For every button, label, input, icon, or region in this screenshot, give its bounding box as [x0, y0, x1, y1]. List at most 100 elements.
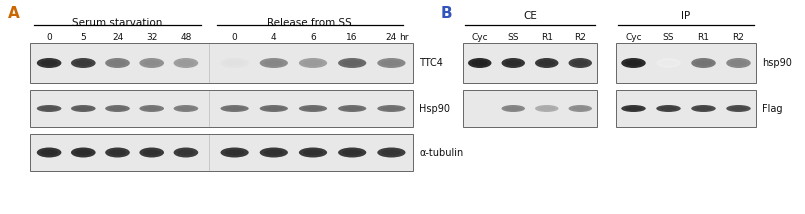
Ellipse shape: [37, 58, 61, 68]
Ellipse shape: [382, 106, 401, 111]
Text: Cyc: Cyc: [472, 33, 488, 42]
Ellipse shape: [174, 105, 198, 112]
Ellipse shape: [139, 105, 164, 112]
Ellipse shape: [264, 150, 283, 156]
Ellipse shape: [621, 105, 646, 112]
Ellipse shape: [338, 147, 366, 158]
Ellipse shape: [105, 105, 130, 112]
Ellipse shape: [264, 106, 283, 111]
Ellipse shape: [174, 58, 198, 68]
Ellipse shape: [303, 106, 323, 111]
Ellipse shape: [299, 147, 327, 158]
Ellipse shape: [109, 150, 126, 156]
Text: 0: 0: [232, 33, 237, 42]
Text: Serum starvation: Serum starvation: [72, 18, 163, 28]
Ellipse shape: [143, 60, 160, 66]
Ellipse shape: [260, 147, 288, 158]
Text: 4: 4: [271, 33, 277, 42]
Text: R1: R1: [541, 33, 553, 42]
Ellipse shape: [221, 58, 249, 68]
Ellipse shape: [472, 60, 488, 66]
Ellipse shape: [660, 106, 677, 111]
Text: SS: SS: [663, 33, 675, 42]
Ellipse shape: [572, 106, 588, 111]
Ellipse shape: [338, 105, 366, 112]
Text: 0: 0: [46, 33, 52, 42]
Ellipse shape: [568, 58, 592, 68]
Ellipse shape: [75, 106, 92, 111]
Ellipse shape: [625, 106, 642, 111]
Text: Cyc: Cyc: [625, 33, 642, 42]
Ellipse shape: [40, 60, 58, 66]
Ellipse shape: [730, 60, 747, 66]
Ellipse shape: [568, 105, 592, 112]
Ellipse shape: [621, 58, 646, 68]
Ellipse shape: [502, 58, 525, 68]
Ellipse shape: [730, 106, 747, 111]
Text: R2: R2: [733, 33, 745, 42]
Ellipse shape: [695, 106, 712, 111]
Ellipse shape: [468, 58, 492, 68]
Ellipse shape: [143, 106, 160, 111]
Ellipse shape: [75, 60, 92, 66]
Ellipse shape: [505, 106, 522, 111]
Ellipse shape: [139, 147, 164, 158]
Text: Flag: Flag: [762, 104, 782, 113]
Ellipse shape: [535, 58, 559, 68]
Text: hr: hr: [399, 33, 409, 42]
Ellipse shape: [37, 147, 61, 158]
Text: 24: 24: [112, 33, 123, 42]
Bar: [463, 90, 597, 127]
Text: TTC4: TTC4: [419, 58, 443, 68]
Ellipse shape: [382, 60, 401, 66]
Ellipse shape: [539, 106, 555, 111]
Ellipse shape: [221, 105, 249, 112]
Ellipse shape: [695, 60, 712, 66]
Ellipse shape: [303, 150, 323, 156]
Ellipse shape: [303, 60, 323, 66]
Ellipse shape: [177, 60, 195, 66]
Ellipse shape: [139, 58, 164, 68]
Ellipse shape: [221, 147, 249, 158]
Text: 48: 48: [180, 33, 192, 42]
Ellipse shape: [691, 105, 716, 112]
Ellipse shape: [656, 58, 681, 68]
Ellipse shape: [71, 105, 96, 112]
Ellipse shape: [299, 58, 327, 68]
Ellipse shape: [660, 60, 677, 66]
Ellipse shape: [539, 60, 555, 66]
Text: 5: 5: [80, 33, 86, 42]
Ellipse shape: [71, 58, 96, 68]
Ellipse shape: [535, 105, 559, 112]
Ellipse shape: [40, 106, 58, 111]
Text: 24: 24: [386, 33, 397, 42]
Bar: [616, 43, 756, 83]
Text: IP: IP: [681, 11, 691, 21]
Text: α-tubulin: α-tubulin: [419, 147, 463, 158]
Ellipse shape: [177, 150, 195, 156]
Text: hsp90: hsp90: [762, 58, 792, 68]
Ellipse shape: [174, 147, 198, 158]
Ellipse shape: [143, 150, 160, 156]
Text: 32: 32: [146, 33, 158, 42]
Ellipse shape: [71, 147, 96, 158]
Text: SS: SS: [507, 33, 519, 42]
Ellipse shape: [109, 106, 126, 111]
Text: 16: 16: [346, 33, 358, 42]
Ellipse shape: [726, 105, 751, 112]
Text: R1: R1: [697, 33, 709, 42]
Ellipse shape: [225, 106, 245, 111]
Ellipse shape: [105, 147, 130, 158]
Ellipse shape: [260, 105, 288, 112]
Ellipse shape: [40, 150, 58, 156]
Ellipse shape: [225, 60, 245, 66]
Bar: [616, 90, 756, 127]
Ellipse shape: [75, 150, 92, 156]
Ellipse shape: [264, 60, 283, 66]
Ellipse shape: [726, 58, 751, 68]
Ellipse shape: [299, 105, 327, 112]
Ellipse shape: [625, 60, 642, 66]
Ellipse shape: [342, 106, 362, 111]
Text: Hsp90: Hsp90: [419, 104, 450, 113]
Text: 6: 6: [310, 33, 316, 42]
